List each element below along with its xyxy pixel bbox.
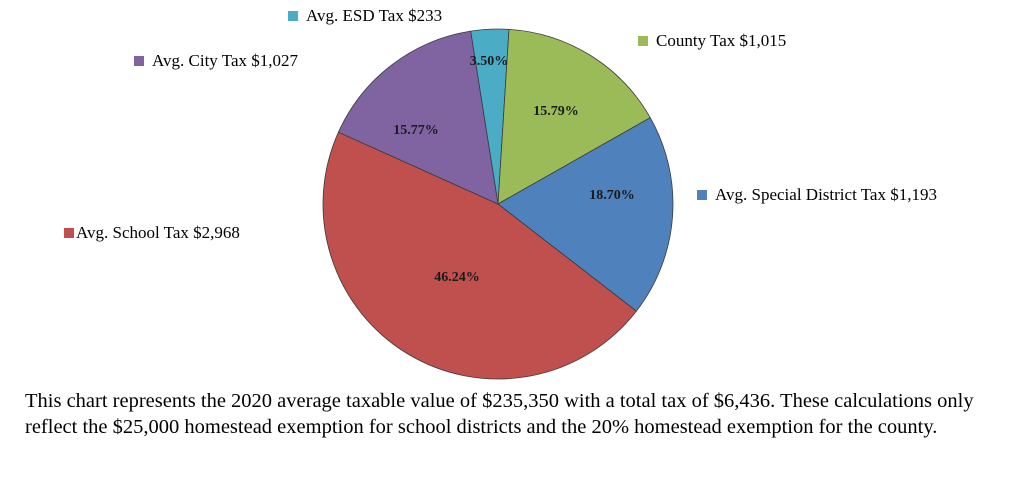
pie-slices	[322, 28, 674, 380]
legend-label-city: Avg. City Tax $1,027	[152, 51, 298, 70]
pie-percent-label-special: 18.70%	[589, 188, 635, 203]
legend-esd: Avg. ESD Tax $233	[288, 6, 442, 26]
legend-swatch-school	[64, 228, 74, 238]
legend-label-school: Avg. School Tax $2,968	[76, 223, 240, 242]
legend-label-county: County Tax $1,015	[656, 31, 787, 50]
legend-swatch-city	[134, 56, 144, 66]
legend-label-esd: Avg. ESD Tax $233	[306, 6, 443, 25]
chart-caption: This chart represents the 2020 average t…	[25, 390, 974, 438]
legend-swatch-special	[697, 190, 707, 200]
legend-school: Avg. School Tax $2,968	[64, 223, 240, 243]
pie-slice-county	[497, 28, 651, 205]
pie-slice-special	[497, 117, 674, 312]
pie-percent-label-school: 46.24%	[434, 270, 480, 285]
legend-swatch-esd	[288, 11, 298, 21]
legend-swatch-county	[638, 36, 648, 46]
pie-percent-label-city: 15.77%	[393, 123, 439, 138]
legend-label-special: Avg. Special District Tax $1,193	[715, 185, 937, 204]
pie-percent-labels: 3.50% 15.79% 18.70% 46.24% 15.77%	[393, 54, 635, 285]
legend-city: Avg. City Tax $1,027	[134, 51, 298, 71]
legend-special: Avg. Special District Tax $1,193	[697, 185, 937, 205]
pie-percent-label-esd: 3.50%	[470, 54, 509, 69]
pie-percent-label-county: 15.79%	[533, 104, 579, 119]
pie-chart: 3.50% 15.79% 18.70% 46.24% 15.77%	[322, 28, 674, 380]
legend-county: County Tax $1,015	[638, 31, 786, 51]
pie-slice-city	[337, 30, 499, 205]
pie-slice-school	[322, 131, 637, 380]
